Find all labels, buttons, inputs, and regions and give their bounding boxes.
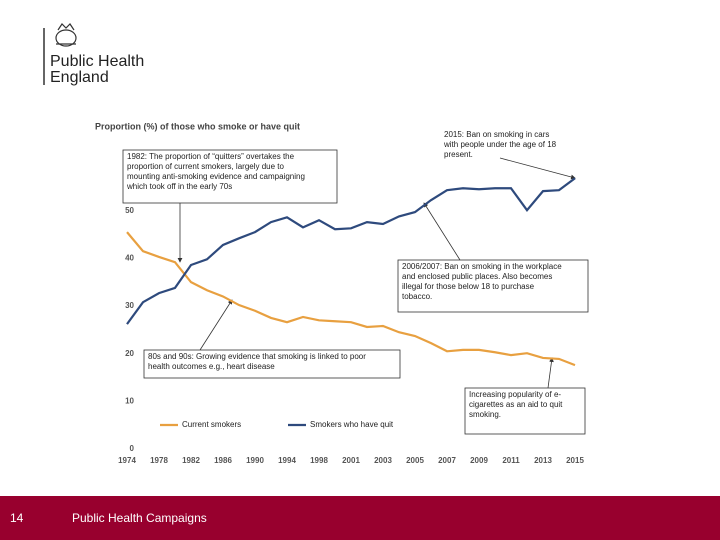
annotation-text: and enclosed public places. Also becomes <box>402 272 552 281</box>
x-tick-label: 1998 <box>310 456 328 465</box>
x-tick-label: 2011 <box>502 456 520 465</box>
annotation-text: Increasing popularity of e- <box>469 390 561 399</box>
footer-band <box>0 496 720 540</box>
x-tick-label: 2009 <box>470 456 488 465</box>
x-tick-label: 1986 <box>214 456 232 465</box>
chart-title: Proportion (%) of those who smoke or hav… <box>95 121 300 131</box>
annotation-text: present. <box>444 150 473 159</box>
legend-label: Smokers who have quit <box>310 420 394 429</box>
x-tick-label: 2003 <box>374 456 392 465</box>
annotation-text: which took off in the early 70s <box>126 182 232 191</box>
y-tick-label: 10 <box>125 396 134 405</box>
annotation-text: illegal for those below 18 to purchase <box>402 282 535 291</box>
annotation-text: 2015: Ban on smoking in cars <box>444 130 549 139</box>
y-tick-label: 30 <box>125 301 134 310</box>
annotation-text: smoking. <box>469 410 501 419</box>
annotation-text: cigarettes as an aid to quit <box>469 400 563 409</box>
annotation-text: 2006/2007: Ban on smoking in the workpla… <box>402 262 562 271</box>
x-tick-label: 2001 <box>342 456 360 465</box>
x-tick-label: 1974 <box>118 456 136 465</box>
x-tick-label: 1982 <box>182 456 200 465</box>
annotation-text: tobacco. <box>402 292 432 301</box>
x-tick-label: 1994 <box>278 456 296 465</box>
x-tick-label: 2015 <box>566 456 584 465</box>
y-tick-label: 40 <box>125 253 134 262</box>
y-tick-label: 50 <box>125 206 134 215</box>
annotation-box <box>122 149 338 204</box>
legend-label: Current smokers <box>182 420 241 429</box>
arrows <box>177 157 576 389</box>
logo-crest <box>55 23 77 47</box>
annotation-text: health outcomes e.g., heart disease <box>148 362 275 371</box>
y-tick-label: 0 <box>130 444 135 453</box>
series-line <box>126 177 576 325</box>
annotation-text: 1982: The proportion of “quitters” overt… <box>127 152 295 161</box>
page-number: 14 <box>10 511 24 525</box>
x-tick-label: 2005 <box>406 456 424 465</box>
series-line <box>126 231 576 367</box>
logo-text: England <box>50 69 109 86</box>
x-tick-label: 2007 <box>438 456 456 465</box>
annotation-text: 80s and 90s: Growing evidence that smoki… <box>148 352 366 361</box>
x-tick-label: 2013 <box>534 456 552 465</box>
footer-title: Public Health Campaigns <box>72 511 207 525</box>
annotation-text: with people under the age of 18 <box>443 140 557 149</box>
annotation-box <box>464 387 586 435</box>
annotation-box <box>143 349 401 379</box>
annotation-text: mounting anti-smoking evidence and campa… <box>127 172 305 181</box>
x-tick-label: 1978 <box>150 456 168 465</box>
annotation-text: proportion of current smokers, largely d… <box>127 162 285 171</box>
logo-text: Public Health <box>50 53 144 70</box>
y-tick-label: 20 <box>125 349 134 358</box>
x-tick-label: 1990 <box>246 456 264 465</box>
annotation-box <box>397 259 589 313</box>
